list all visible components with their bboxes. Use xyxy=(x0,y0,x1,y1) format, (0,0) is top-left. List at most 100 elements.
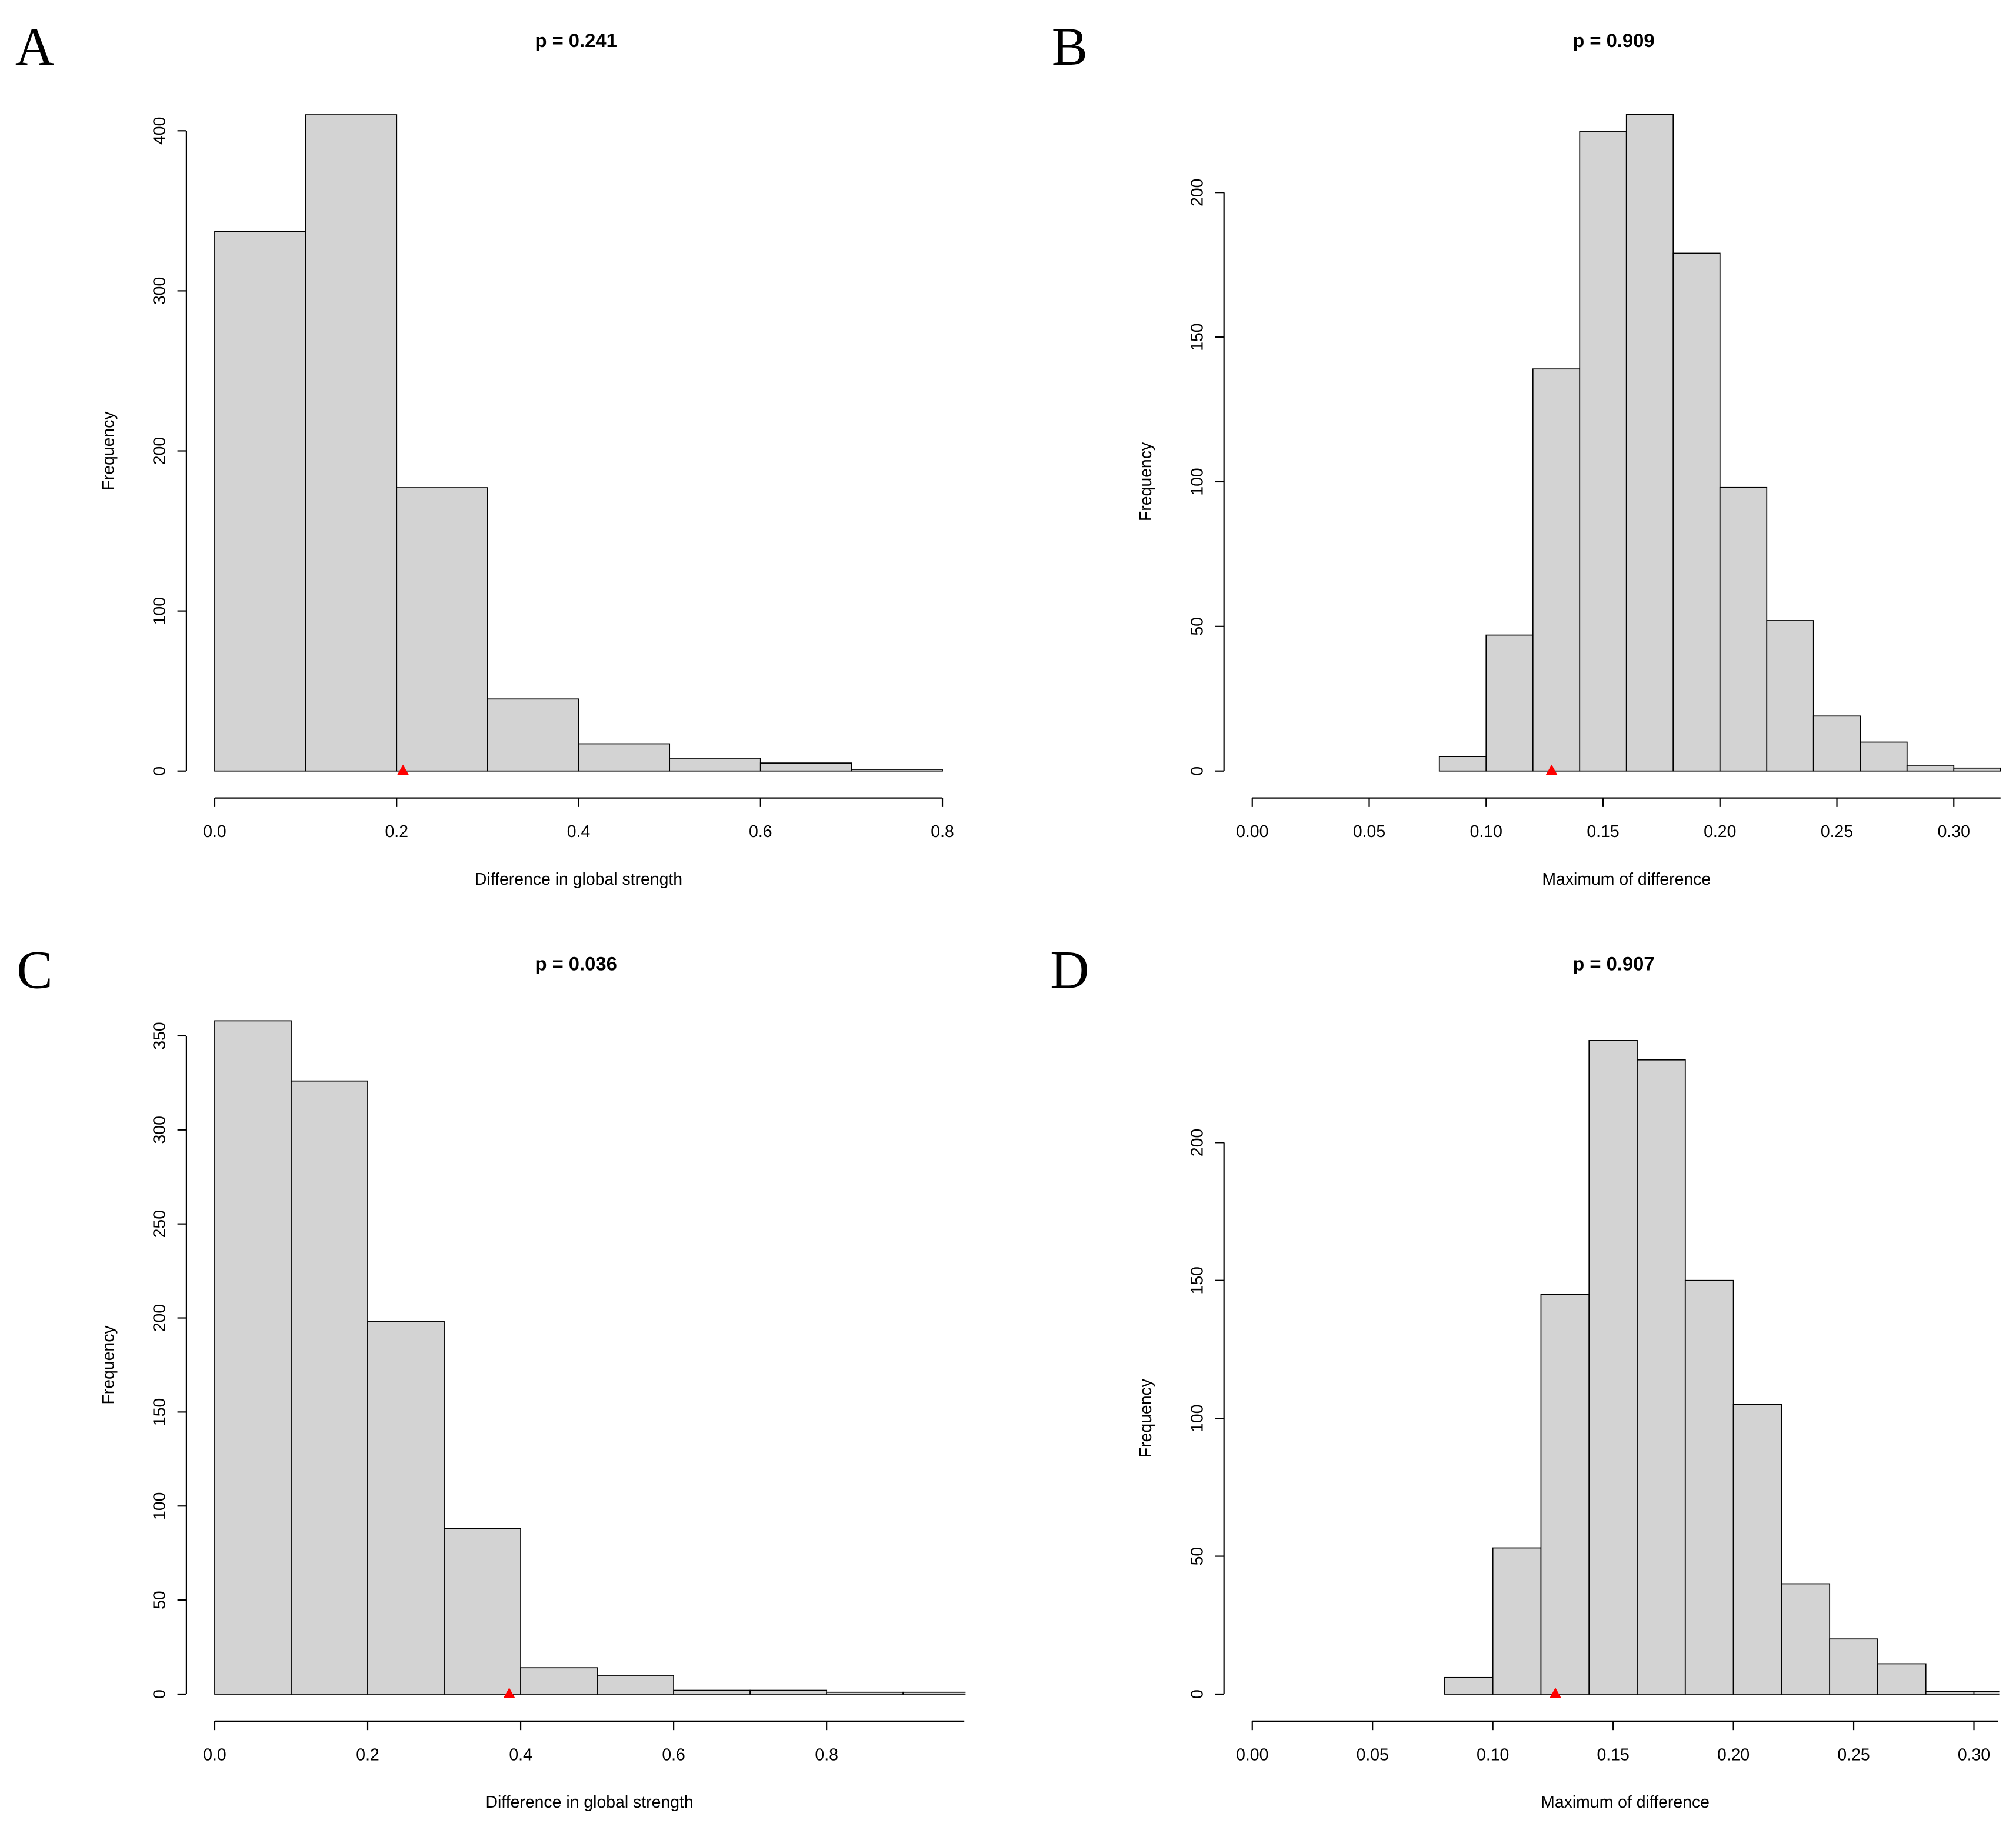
x-tick-label: 0.05 xyxy=(1357,1745,1389,1764)
bar xyxy=(1906,765,1955,772)
x-tick-label: 0.2 xyxy=(385,822,408,841)
y-tick-label: 50 xyxy=(1188,1547,1207,1566)
chart-title: p = 0.241 xyxy=(535,29,617,51)
bar xyxy=(367,1321,445,1695)
panel-letter: C xyxy=(16,939,52,999)
x-tick-label: 0.20 xyxy=(1717,1745,1750,1764)
x-tick-label: 0.4 xyxy=(567,822,591,841)
x-axis-label: Maximum of difference xyxy=(1542,870,1711,889)
y-tick-label: 300 xyxy=(151,277,169,305)
bar xyxy=(749,1689,828,1695)
bar xyxy=(444,1528,521,1695)
y-tick-label: 100 xyxy=(1188,468,1207,495)
x-tick-label: 0.30 xyxy=(1958,1745,1990,1764)
bar xyxy=(851,769,943,772)
y-tick-label: 150 xyxy=(1188,323,1207,351)
y-tick-label: 0 xyxy=(151,1689,169,1699)
x-tick-label: 0.0 xyxy=(203,1745,226,1764)
bar xyxy=(669,758,761,772)
x-axis-label: Maximum of difference xyxy=(1541,1793,1710,1812)
bar xyxy=(1485,634,1534,772)
bar xyxy=(396,487,488,772)
bar xyxy=(1588,1040,1638,1695)
chart-title: p = 0.907 xyxy=(1572,952,1654,974)
bar xyxy=(1925,1691,1975,1695)
bar xyxy=(1719,486,1768,772)
bars xyxy=(214,1020,966,1695)
y-tick-label: 50 xyxy=(1188,617,1207,636)
x-tick-label: 0.6 xyxy=(749,822,772,841)
y-tick-label: 150 xyxy=(1188,1266,1207,1294)
x-tick-label: 0.4 xyxy=(509,1745,532,1764)
bar xyxy=(1781,1583,1831,1695)
y-axis-label: Frequency xyxy=(1137,442,1155,521)
bar xyxy=(1684,1279,1734,1695)
x-tick-label: 0.10 xyxy=(1470,822,1502,841)
x-tick-label: 0.25 xyxy=(1837,1745,1870,1764)
bar xyxy=(305,114,398,772)
x-tick-label: 0.2 xyxy=(356,1745,379,1764)
y-tick-label: 200 xyxy=(151,437,169,465)
bar xyxy=(1444,1676,1494,1695)
y-tick-label: 350 xyxy=(151,1022,169,1049)
bar xyxy=(1579,131,1627,772)
y-tick-label: 0 xyxy=(1188,1689,1207,1699)
bar xyxy=(487,698,579,772)
x-tick-label: 0.25 xyxy=(1821,822,1853,841)
bar xyxy=(902,1691,966,1695)
x-axis-label: Difference in global strength xyxy=(485,1793,693,1812)
bars xyxy=(214,114,943,772)
bar xyxy=(214,231,306,772)
x-axis-label: Difference in global strength xyxy=(475,870,682,889)
observed-marker xyxy=(1545,764,1558,775)
observed-marker xyxy=(1550,1688,1561,1698)
y-tick-label: 0 xyxy=(151,766,169,776)
bar xyxy=(1637,1059,1686,1695)
bar xyxy=(520,1667,598,1695)
bars xyxy=(1444,1040,2000,1695)
bars xyxy=(1438,114,2001,772)
panel-letter: B xyxy=(1052,16,1088,76)
bar xyxy=(1973,1691,2000,1695)
x-tick-label: 0.15 xyxy=(1597,1745,1629,1764)
bar xyxy=(578,743,671,772)
y-axis-label: Frequency xyxy=(99,1325,118,1405)
x-tick-label: 0.20 xyxy=(1704,822,1736,841)
y-tick-label: 100 xyxy=(151,597,169,625)
x-tick-label: 0.05 xyxy=(1353,822,1385,841)
y-tick-label: 400 xyxy=(151,117,169,145)
bar xyxy=(1953,767,2001,772)
x-tick-label: 0.8 xyxy=(815,1745,838,1764)
x-tick-label: 0.8 xyxy=(931,822,954,841)
bar xyxy=(1625,114,1674,772)
chart-title: p = 0.909 xyxy=(1572,29,1654,51)
x-tick-label: 0.15 xyxy=(1587,822,1619,841)
observed-marker xyxy=(397,764,409,775)
bar xyxy=(1540,1294,1590,1695)
y-tick-label: 100 xyxy=(1188,1404,1207,1432)
y-tick-label: 250 xyxy=(151,1210,169,1238)
y-tick-label: 200 xyxy=(1188,178,1207,206)
y-tick-label: 150 xyxy=(151,1398,169,1426)
bar xyxy=(1877,1663,1927,1695)
y-tick-label: 200 xyxy=(1188,1129,1207,1156)
bar xyxy=(1766,620,1814,772)
bar xyxy=(1732,1404,1782,1695)
bar xyxy=(1829,1638,1878,1695)
bar xyxy=(826,1691,904,1695)
bar xyxy=(1492,1547,1542,1695)
bar xyxy=(597,1675,674,1695)
bar xyxy=(1438,756,1487,772)
x-tick-label: 0.00 xyxy=(1236,822,1268,841)
x-tick-label: 0.0 xyxy=(203,822,226,841)
chart-title: p = 0.036 xyxy=(535,952,617,974)
bar xyxy=(1672,252,1721,772)
bar xyxy=(1860,741,1908,772)
y-axis-label: Frequency xyxy=(99,411,118,491)
y-tick-label: 300 xyxy=(151,1116,169,1144)
bar xyxy=(1812,715,1861,772)
bar xyxy=(214,1020,292,1695)
panel-letter: D xyxy=(1050,939,1089,999)
